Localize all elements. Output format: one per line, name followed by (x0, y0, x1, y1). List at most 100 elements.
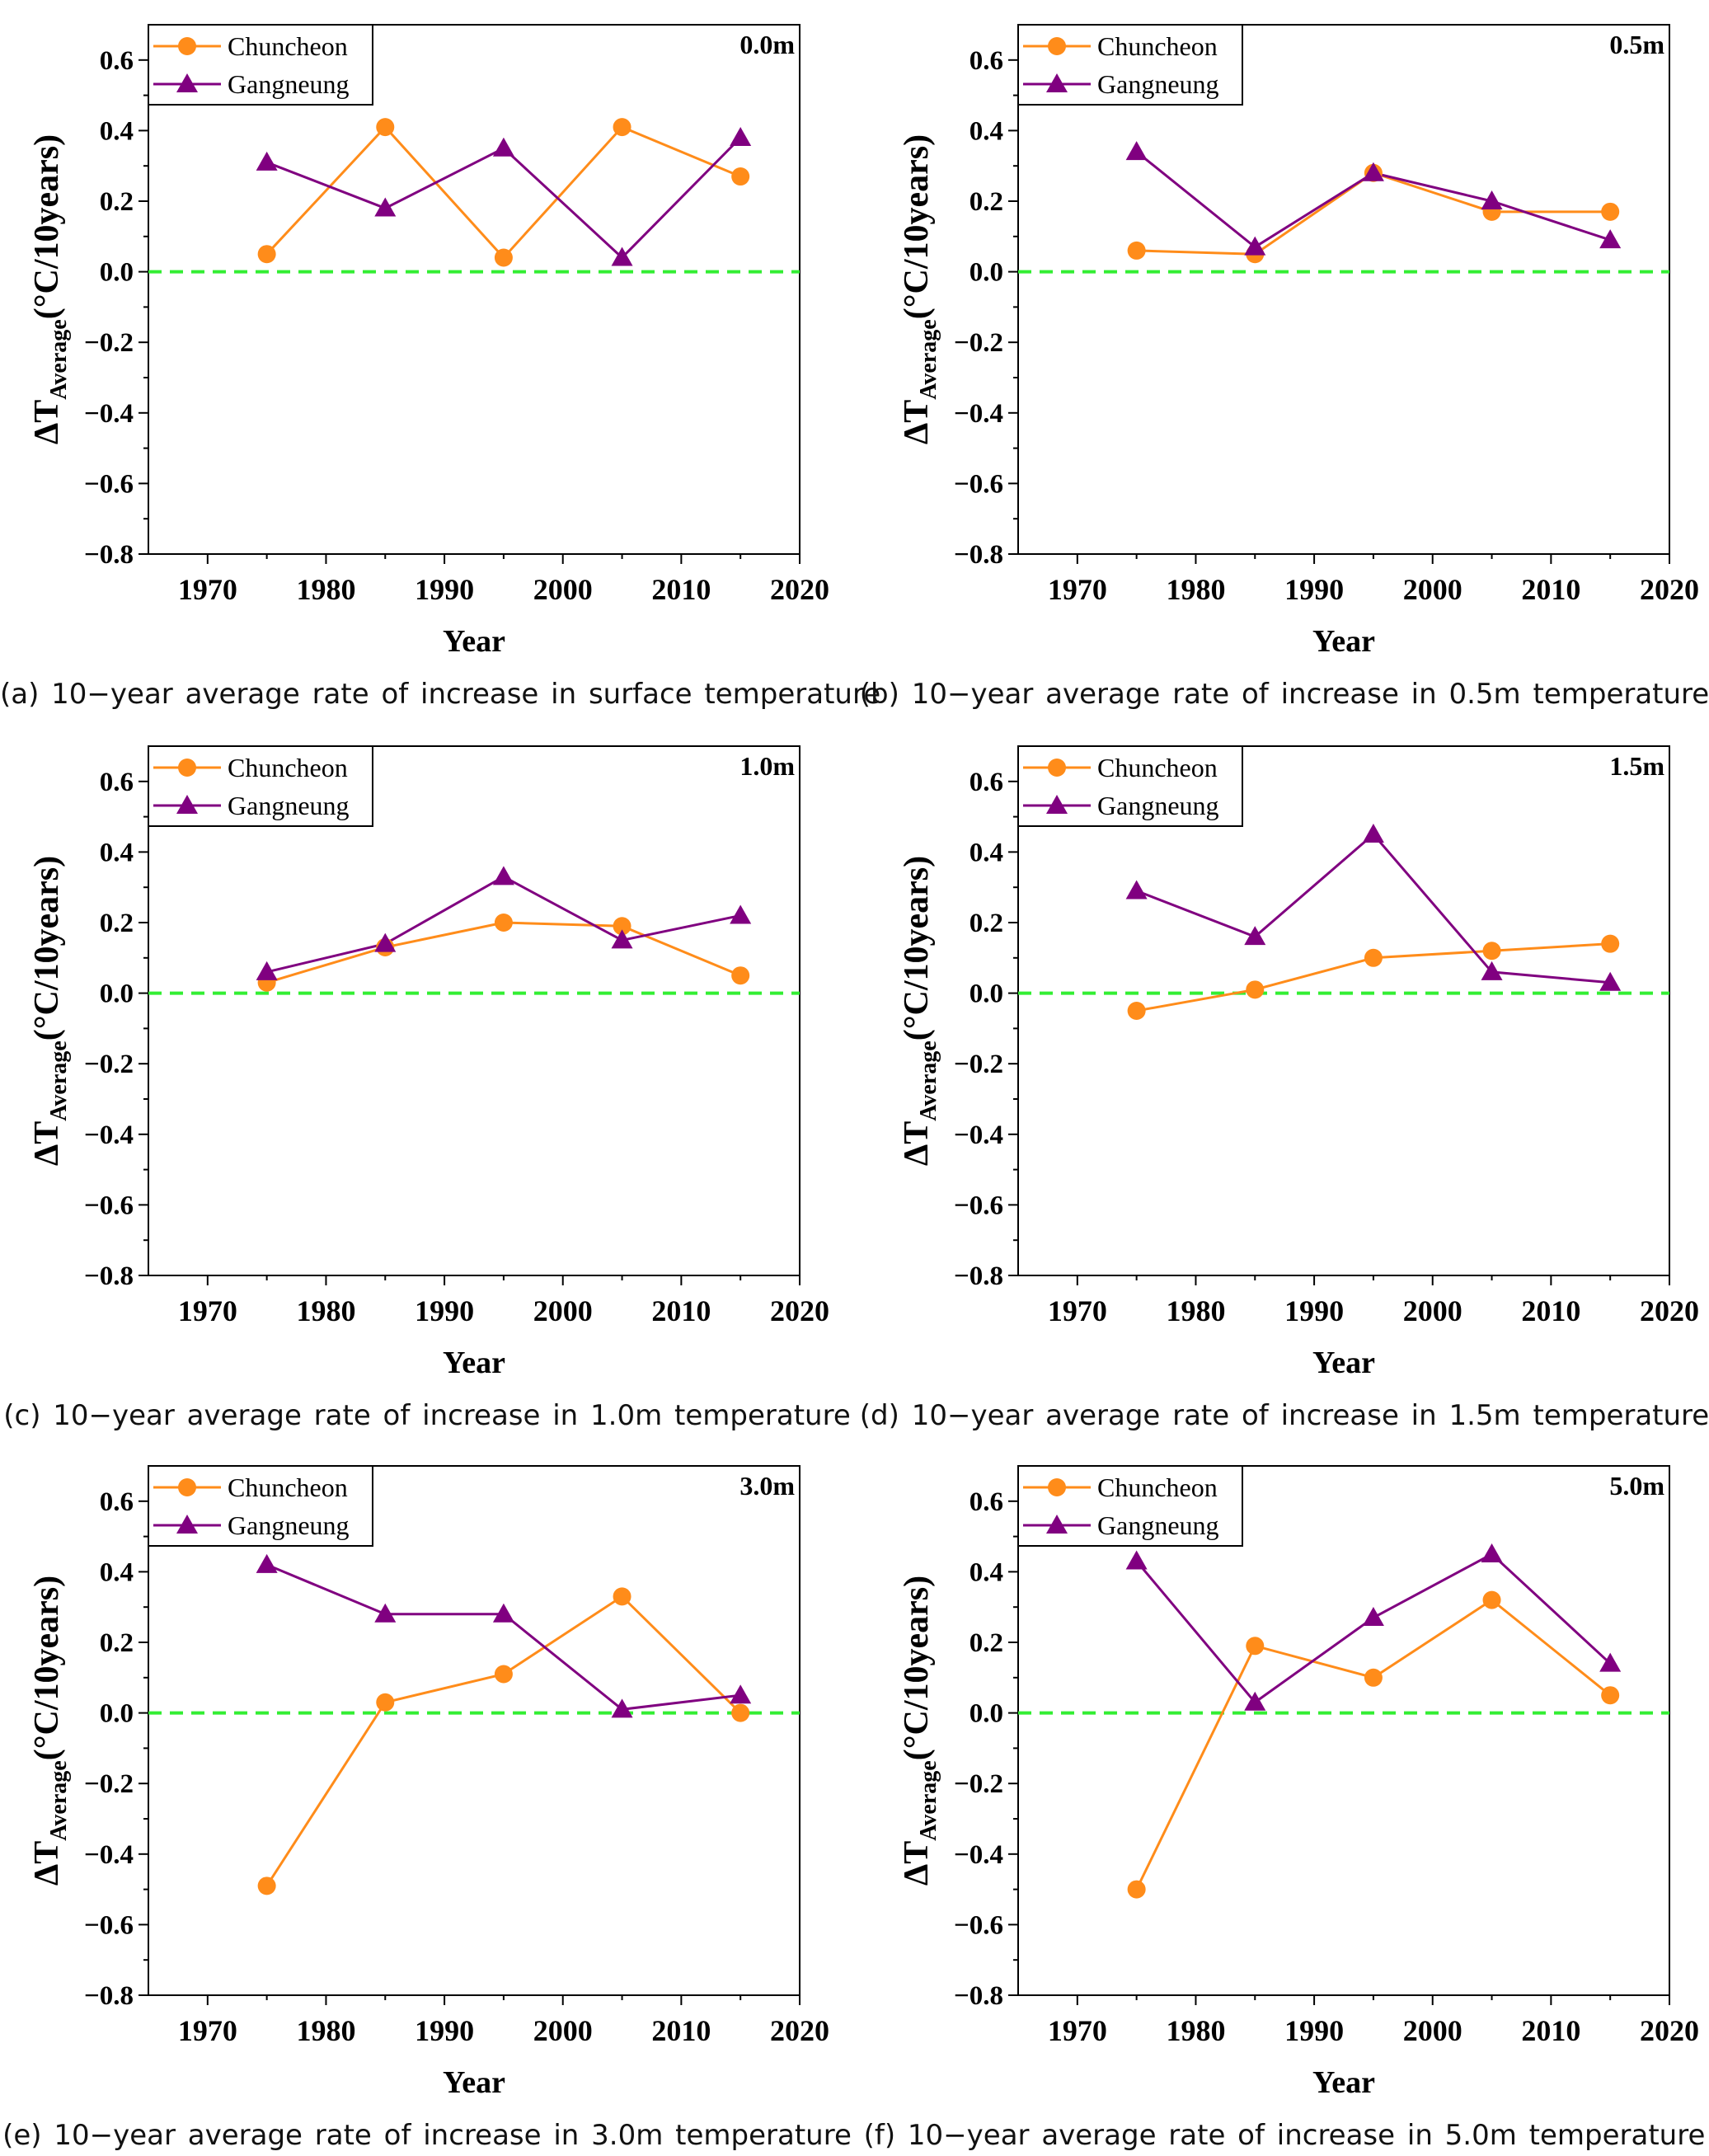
data-point-chuncheon (1601, 202, 1620, 221)
data-point-gangneung (374, 1603, 397, 1623)
x-axis-title: Year (1312, 1346, 1375, 1380)
x-tick-label: 2000 (1403, 1294, 1463, 1327)
x-tick-label: 2010 (651, 1294, 711, 1327)
x-tick-label: 2020 (1640, 573, 1699, 606)
data-point-chuncheon (731, 167, 750, 186)
x-tick-label: 2010 (651, 573, 711, 606)
y-tick-label: −0.8 (84, 1981, 134, 2011)
data-point-gangneung (1481, 1543, 1503, 1562)
legend-marker-triangle (176, 795, 198, 814)
data-point-gangneung (492, 137, 514, 157)
legend-marker-triangle (1046, 795, 1068, 814)
y-tick-label: −0.2 (84, 1050, 134, 1079)
y-tick-label: 0.6 (100, 46, 134, 76)
data-point-gangneung (611, 247, 633, 266)
y-tick-label: −0.6 (954, 1191, 1003, 1220)
data-point-gangneung (1481, 961, 1503, 980)
y-tick-label: 0.2 (970, 187, 1003, 217)
y-tick-label: 0.6 (100, 1487, 134, 1517)
y-axis-title: ΔTAverage(°C/10years) (28, 1576, 72, 1886)
legend-marker-triangle (1046, 73, 1068, 92)
data-point-gangneung (256, 961, 278, 980)
y-tick-label: −0.6 (954, 1910, 1003, 1940)
data-point-gangneung (730, 1684, 752, 1704)
x-tick-label: 1990 (415, 573, 474, 606)
legend-marker-circle (178, 37, 196, 55)
data-point-gangneung (1481, 190, 1503, 209)
y-tick-label: −0.2 (84, 328, 134, 358)
caption-a: (a) 10−year average rate of increase in … (0, 678, 881, 711)
y-tick-label: 0.6 (970, 46, 1003, 76)
y-axis-title: ΔTAverage(°C/10years) (898, 856, 941, 1166)
x-tick-label: 2010 (1521, 2014, 1580, 2047)
data-point-chuncheon (494, 914, 513, 932)
x-tick-label: 1980 (1166, 1294, 1225, 1327)
y-tick-label: 0.4 (970, 838, 1003, 867)
legend-marker-triangle (176, 73, 198, 92)
x-tick-label: 1990 (1284, 573, 1344, 606)
y-tick-label: 0.4 (100, 838, 134, 867)
y-tick-label: 0.6 (970, 768, 1003, 797)
data-point-gangneung (256, 151, 278, 171)
y-tick-label: −0.6 (84, 1910, 134, 1940)
y-axis-title: ΔTAverage(°C/10years) (28, 134, 72, 444)
legend-label: Chuncheon (1097, 1473, 1218, 1502)
chart-panel-d: −0.8 −0.6 −0.4 −0.2 0.0 0.2 0.4 0.6 1970 1980 1990… (898, 745, 1699, 1380)
legend-label: Chuncheon (1097, 753, 1218, 782)
y-tick-label: −0.6 (954, 469, 1003, 499)
data-point-chuncheon (257, 245, 276, 264)
x-axis-title: Year (443, 624, 505, 659)
data-point-chuncheon (1364, 948, 1383, 967)
plot-frame (148, 1465, 801, 1996)
y-tick-label: −0.8 (954, 1981, 1003, 2011)
legend-marker-circle (1048, 1478, 1066, 1496)
data-point-gangneung (730, 904, 752, 924)
x-tick-label: 1990 (415, 1294, 474, 1327)
legend-marker-circle (1048, 759, 1066, 777)
x-axis-title: Year (1312, 2065, 1375, 2100)
y-tick-label: 0.2 (970, 909, 1003, 938)
plot-frame (148, 745, 801, 1276)
x-tick-label: 1970 (178, 573, 237, 606)
y-axis-title: ΔTAverage(°C/10years) (898, 1576, 941, 1886)
y-tick-label: −0.4 (84, 1840, 134, 1870)
y-tick-label: 0.0 (100, 258, 134, 288)
data-point-gangneung (730, 126, 752, 146)
data-point-gangneung (1244, 236, 1266, 256)
data-point-gangneung (1125, 141, 1148, 161)
depth-label: 0.5m (1609, 30, 1664, 59)
y-tick-label: 0.2 (100, 1628, 134, 1658)
data-point-chuncheon (1601, 934, 1620, 953)
y-tick-label: −0.2 (954, 328, 1003, 358)
caption-c: (c) 10−year average rate of increase in … (3, 1399, 851, 1432)
legend-label: Gangneung (228, 1510, 350, 1540)
legend-marker-circle (178, 759, 196, 777)
x-tick-label: 2020 (770, 573, 829, 606)
data-point-chuncheon (613, 1587, 631, 1606)
data-point-gangneung (256, 1553, 278, 1573)
depth-label: 5.0m (1609, 1471, 1664, 1501)
chart-panel-a: −0.8 −0.6 −0.4 −0.2 0.0 0.2 0.4 0.6 1970 1980 1990… (28, 24, 829, 659)
data-point-chuncheon (376, 1693, 395, 1712)
data-point-chuncheon (1482, 942, 1501, 961)
x-tick-label: 1990 (1284, 1294, 1344, 1327)
y-tick-label: 0.0 (100, 979, 134, 1009)
y-tick-label: 0.0 (970, 258, 1003, 288)
x-tick-label: 2010 (651, 2014, 711, 2047)
y-tick-label: −0.4 (84, 399, 134, 429)
series-line-gangneung (266, 1563, 741, 1711)
data-point-gangneung (1362, 824, 1384, 843)
chart-panel-f: −0.8 −0.6 −0.4 −0.2 0.0 0.2 0.4 0.6 1970 1980 1990… (898, 1465, 1699, 2100)
data-point-chuncheon (376, 118, 395, 137)
data-point-gangneung (492, 1603, 514, 1623)
x-tick-label: 1970 (178, 2014, 237, 2047)
x-tick-label: 1980 (296, 573, 355, 606)
y-tick-label: −0.2 (954, 1050, 1003, 1079)
x-tick-label: 1990 (415, 2014, 474, 2047)
y-tick-label: 0.6 (970, 1487, 1003, 1517)
caption-f: (f) 10−year average rate of increase in … (863, 2119, 1706, 2152)
data-point-chuncheon (731, 1703, 750, 1722)
data-point-gangneung (1362, 1607, 1384, 1627)
x-tick-label: 1980 (1166, 2014, 1225, 2047)
